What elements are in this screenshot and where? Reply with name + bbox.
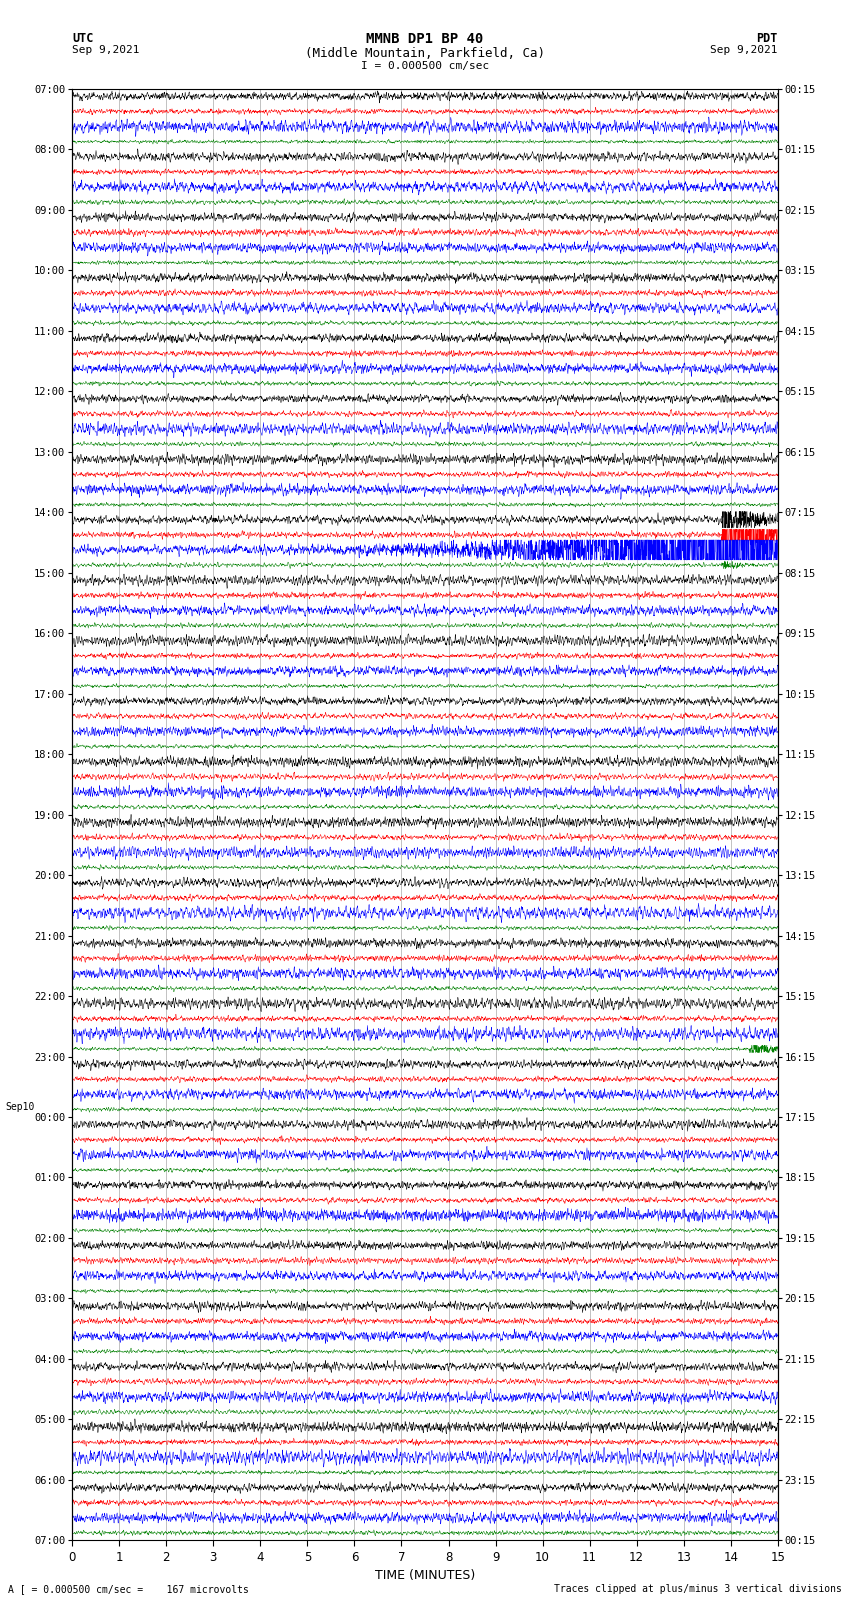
Text: Sep 9,2021: Sep 9,2021 bbox=[711, 45, 778, 55]
Text: Traces clipped at plus/minus 3 vertical divisions: Traces clipped at plus/minus 3 vertical … bbox=[553, 1584, 842, 1594]
Text: Sep 9,2021: Sep 9,2021 bbox=[72, 45, 139, 55]
Text: Sep10: Sep10 bbox=[5, 1102, 35, 1113]
Text: PDT: PDT bbox=[756, 32, 778, 45]
Text: (Middle Mountain, Parkfield, Ca): (Middle Mountain, Parkfield, Ca) bbox=[305, 47, 545, 60]
X-axis label: TIME (MINUTES): TIME (MINUTES) bbox=[375, 1569, 475, 1582]
Text: UTC: UTC bbox=[72, 32, 94, 45]
Text: MMNB DP1 BP 40: MMNB DP1 BP 40 bbox=[366, 32, 484, 47]
Text: A [ = 0.000500 cm/sec =    167 microvolts: A [ = 0.000500 cm/sec = 167 microvolts bbox=[8, 1584, 249, 1594]
Text: I = 0.000500 cm/sec: I = 0.000500 cm/sec bbox=[361, 61, 489, 71]
